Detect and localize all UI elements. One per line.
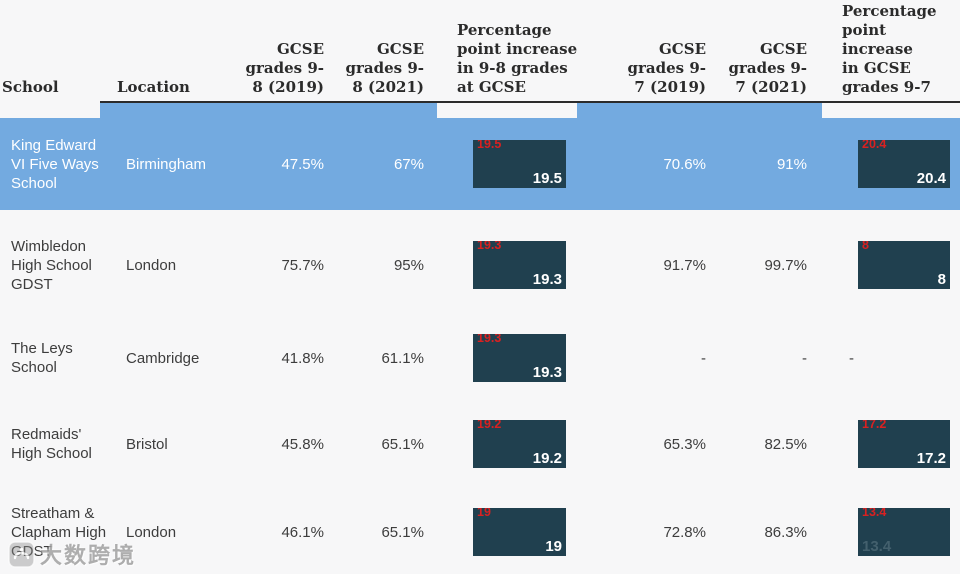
column-header-school: School bbox=[2, 78, 59, 96]
bar-label-value: 20.4 bbox=[916, 170, 946, 187]
cell-gcse-9-7-2021: 99.7% bbox=[764, 256, 807, 274]
cell-increase-9-8-bar: 19 19 bbox=[473, 508, 566, 556]
bar-label-value: 17.2 bbox=[916, 450, 946, 467]
bar-label-top: 19.3 bbox=[477, 241, 502, 252]
bar-label-value: 19.5 bbox=[532, 170, 562, 187]
increase-bar: 19.3 19.3 bbox=[473, 241, 566, 289]
bar-label-top: 13.4 bbox=[862, 508, 887, 519]
cell-increase-9-7-bar: 20.4 20.4 bbox=[858, 140, 950, 188]
bar-label-top: 8 bbox=[862, 241, 869, 252]
cell-gcse-9-8-2019: 47.5% bbox=[281, 155, 324, 173]
header-divider bbox=[100, 101, 960, 103]
column-header-increase-9-7: Percentage point increase in GCSE grades… bbox=[842, 2, 937, 96]
column-header-location: Location bbox=[117, 78, 190, 96]
column-header-increase-9-8: Percentage point increase in 9-8 grades … bbox=[457, 21, 578, 96]
column-header-gcse-9-7-2019: GCSE grades 9- 7 (2019) bbox=[627, 40, 706, 96]
increase-bar: 19 19 bbox=[473, 508, 566, 556]
cell-gcse-9-7-2019: 65.3% bbox=[663, 435, 706, 453]
column-header-gcse-9-8-2019: GCSE grades 9- 8 (2019) bbox=[245, 40, 324, 96]
increase-bar: 19.5 19.5 bbox=[473, 140, 566, 188]
bar-label-top: 20.4 bbox=[862, 140, 887, 151]
bar-label-top: 19.3 bbox=[477, 334, 502, 345]
cell-gcse-9-7-2019: 72.8% bbox=[663, 523, 706, 541]
cell-increase-9-8-bar: 19.3 19.3 bbox=[473, 241, 566, 289]
cell-gcse-9-8-2021: 61.1% bbox=[381, 349, 424, 367]
column-header-gcse-9-8-2021: GCSE grades 9- 8 (2021) bbox=[345, 40, 424, 96]
cell-gcse-9-8-2021: 95% bbox=[393, 256, 424, 274]
bar-label-top: 17.2 bbox=[862, 420, 887, 431]
column-header-gcse-9-7-2021: GCSE grades 9- 7 (2021) bbox=[728, 40, 807, 96]
cell-school-name: Streatham & Clapham High GDST bbox=[11, 504, 107, 560]
header-blue-strip bbox=[100, 103, 437, 118]
cell-location: Cambridge bbox=[126, 349, 200, 367]
increase-bar: 19.3 19.3 bbox=[473, 334, 566, 382]
cell-school-name: The Leys School bbox=[11, 340, 73, 376]
increase-bar: 13.4 13.4 bbox=[858, 508, 950, 556]
cell-school-name: Redmaids' High School bbox=[11, 426, 92, 462]
cell-gcse-9-7-2021: 86.3% bbox=[764, 523, 807, 541]
cell-gcse-9-8-2021: 65.1% bbox=[381, 435, 424, 453]
table-row: Redmaids' High School Bristol 45.8% 65.1% 19… bbox=[0, 398, 960, 490]
cell-location: London bbox=[126, 256, 177, 274]
cell-increase-9-7-bar: 17.2 17.2 bbox=[858, 420, 950, 468]
cell-gcse-9-8-2019: 75.7% bbox=[281, 256, 324, 274]
bar-label-top: 19 bbox=[477, 508, 491, 519]
cell-school-name: King Edward VI Five Ways School bbox=[11, 136, 99, 192]
increase-bar: 20.4 20.4 bbox=[858, 140, 950, 188]
cell-gcse-9-7-2021: 82.5% bbox=[764, 435, 807, 453]
cell-gcse-9-7-2019: 91.7% bbox=[663, 256, 706, 274]
table-row: Streatham & Clapham High GDST London 46.1%… bbox=[0, 486, 960, 574]
cell-increase-9-8-bar: 19.3 19.3 bbox=[473, 334, 566, 382]
cell-increase-9-8-bar: 19.5 19.5 bbox=[473, 140, 566, 188]
table-row: The Leys School Cambridge 41.8% 61.1% 19.3 19… bbox=[0, 312, 960, 404]
bar-label-top: 19.5 bbox=[477, 140, 502, 151]
cell-school-name: Wimbledon High School GDST bbox=[11, 237, 92, 293]
cell-gcse-9-8-2019: 46.1% bbox=[281, 523, 324, 541]
cell-increase-9-7-dash: - bbox=[849, 349, 854, 367]
cell-gcse-9-8-2019: 41.8% bbox=[281, 349, 324, 367]
cell-increase-9-7-bar: 13.4 13.4 bbox=[858, 508, 950, 556]
cell-gcse-9-8-2019: 45.8% bbox=[281, 435, 324, 453]
bar-label-top: 19.2 bbox=[477, 420, 502, 431]
table-row: King Edward VI Five Ways School Birmingha… bbox=[0, 118, 960, 210]
table-row: Wimbledon High School GDST London 75.7% 95%… bbox=[0, 219, 960, 311]
cell-gcse-9-8-2021: 67% bbox=[393, 155, 424, 173]
bar-label-value: 13.4 bbox=[862, 538, 892, 555]
cell-location: Birmingham bbox=[126, 155, 207, 173]
cell-gcse-9-7-2021: - bbox=[802, 349, 807, 367]
increase-bar: 19.2 19.2 bbox=[473, 420, 566, 468]
cell-increase-9-8-bar: 19.2 19.2 bbox=[473, 420, 566, 468]
bar-label-value: 19 bbox=[545, 538, 562, 555]
watermark-text: 大数跨境 bbox=[40, 543, 137, 568]
bar-label-value: 19.3 bbox=[532, 364, 562, 381]
cell-gcse-9-7-2019: 70.6% bbox=[663, 155, 706, 173]
chat-bubble-logo-icon bbox=[8, 540, 35, 568]
cell-gcse-9-8-2021: 65.1% bbox=[381, 523, 424, 541]
cell-gcse-9-7-2019: - bbox=[701, 349, 706, 367]
increase-bar: 17.2 17.2 bbox=[858, 420, 950, 468]
cell-location: Bristol bbox=[126, 435, 168, 453]
bar-label-value: 19.2 bbox=[532, 450, 562, 467]
watermark: 大数跨境 bbox=[8, 538, 136, 570]
header-blue-strip bbox=[577, 103, 822, 118]
bar-label-value: 8 bbox=[937, 271, 946, 288]
bar-label-value: 19.3 bbox=[532, 271, 562, 288]
cell-gcse-9-7-2021: 91% bbox=[776, 155, 807, 173]
cell-location: London bbox=[126, 523, 177, 541]
